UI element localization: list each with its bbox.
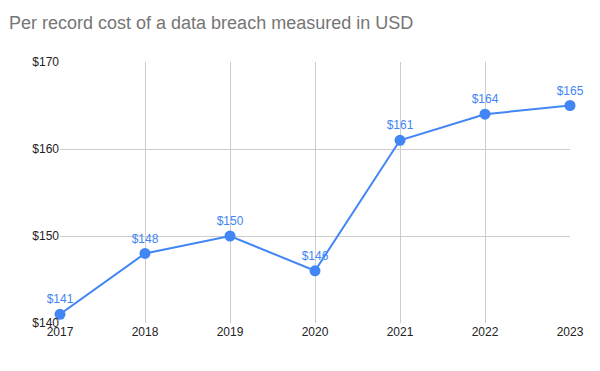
svg-text:$161: $161 [387,118,414,132]
svg-text:$140: $140 [32,316,59,330]
svg-text:2018: 2018 [132,325,159,339]
svg-text:2017: 2017 [47,325,74,339]
svg-text:$164: $164 [472,92,499,106]
svg-text:2022: 2022 [472,325,499,339]
svg-text:$165: $165 [557,84,584,98]
svg-text:$150: $150 [217,214,244,228]
svg-text:2020: 2020 [302,325,329,339]
svg-text:$141: $141 [47,292,74,306]
svg-text:$170: $170 [32,55,59,69]
svg-text:2021: 2021 [387,325,414,339]
svg-text:$146: $146 [302,249,329,263]
svg-text:$150: $150 [32,229,59,243]
svg-text:Per record cost of a data brea: Per record cost of a data breach measure… [9,13,413,33]
svg-text:2023: 2023 [557,325,584,339]
svg-text:$148: $148 [132,232,159,246]
svg-text:2019: 2019 [217,325,244,339]
svg-text:$160: $160 [32,142,59,156]
